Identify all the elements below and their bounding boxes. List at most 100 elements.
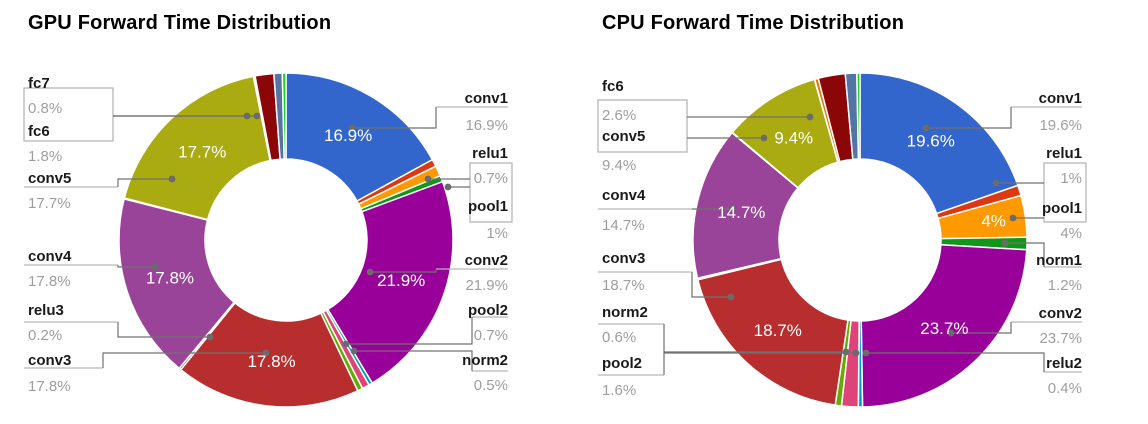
slice-conv2-cpu[interactable]	[860, 244, 1028, 408]
leader-dot	[760, 134, 768, 142]
leader-dot	[806, 113, 814, 121]
slice-conv1-gpu[interactable]	[285, 72, 434, 202]
leader-dot	[350, 347, 358, 355]
callout-layer-name-conv2-gpu: conv2	[464, 252, 508, 269]
leader-dot	[168, 175, 176, 183]
callout-layer-pct-conv1-gpu: 16.9%	[465, 117, 508, 134]
callout-layer-name-conv3-cpu: conv3	[602, 250, 646, 267]
callout-bracket-box	[23, 87, 114, 142]
callout-layer-name-relu2-cpu: relu2	[1046, 355, 1082, 372]
leader-line	[352, 107, 437, 129]
callout-layer-pct-relu1-cpu: 1%	[1060, 170, 1082, 187]
leader-dot	[922, 124, 930, 132]
callout-layer-pct-conv3-cpu: 18.7%	[602, 277, 645, 294]
leader-line	[117, 178, 172, 187]
callout-layer-pct-relu2-cpu: 0.4%	[1047, 380, 1082, 397]
leader-dot	[342, 340, 350, 348]
callout-layer-pct-pool1-cpu: 4%	[1060, 225, 1082, 242]
leader-line	[117, 322, 210, 338]
leader-line	[117, 265, 155, 268]
slice-value-label-conv5: 9.4%	[774, 129, 813, 148]
leader-dot	[348, 124, 356, 132]
leader-dot	[424, 175, 432, 183]
leader-dot	[444, 183, 452, 191]
callout-layer-pct-pool2-cpu: 1.6%	[602, 382, 637, 399]
callout-layer-name-conv2-cpu: conv2	[1038, 305, 1082, 322]
leader-dot	[842, 348, 850, 356]
slice-fc8-gpu[interactable]	[281, 72, 287, 160]
leader-line	[866, 352, 1045, 372]
callout-bracket-box	[597, 99, 688, 153]
callout-layer-name-conv4-gpu: conv4	[28, 248, 72, 265]
callout-layer-name-conv1-gpu: conv1	[464, 90, 508, 107]
leader-dot	[262, 349, 270, 357]
slice-value-label-conv3: 17.8%	[247, 352, 295, 371]
callout-layer-pct-conv1-cpu: 19.6%	[1039, 117, 1082, 134]
callout-layer-name-relu1-cpu: relu1	[1046, 145, 1082, 162]
callout-layer-name-norm2-cpu: norm2	[602, 304, 648, 321]
leader-line	[1005, 242, 1045, 267]
leader-dot	[1001, 239, 1009, 247]
callout-layer-name-pool2-cpu: pool2	[602, 355, 642, 372]
leader-dot	[729, 205, 737, 213]
leader-dot	[852, 349, 860, 357]
callout-layer-pct-conv4-cpu: 14.7%	[602, 217, 645, 234]
slice-conv2-gpu[interactable]	[327, 180, 454, 384]
leader-dot	[151, 263, 159, 271]
callout-layer-pct-conv5-gpu: 17.7%	[28, 195, 71, 212]
leader-dot	[366, 268, 374, 276]
callout-layer-name-pool1-cpu: pool1	[1042, 200, 1082, 217]
leader-dot	[243, 112, 251, 120]
slice-conv5-gpu[interactable]	[123, 75, 271, 221]
leader-dot	[727, 293, 735, 301]
callout-layer-name-pool1-gpu: pool1	[468, 198, 508, 215]
callout-layer-pct-conv2-cpu: 23.7%	[1039, 330, 1082, 347]
leader-line	[951, 322, 1012, 334]
callout-layer-pct-pool2-gpu: 0.7%	[473, 327, 508, 344]
slice-conv3-gpu[interactable]	[180, 302, 359, 408]
leader-dot	[992, 179, 1000, 187]
leader-dot	[206, 333, 214, 341]
callout-layer-name-conv4-cpu: conv4	[602, 187, 646, 204]
slice-value-label-conv4: 14.7%	[717, 203, 765, 222]
callout-layer-name-relu1-gpu: relu1	[472, 145, 508, 162]
slice-conv1-cpu[interactable]	[859, 72, 1019, 215]
callout-layer-pct-conv5-cpu: 9.4%	[602, 157, 637, 174]
leader-dot	[947, 329, 955, 337]
callout-layer-name-fc6-cpu: fc6	[602, 78, 624, 95]
callout-layer-pct-norm2-gpu: 0.5%	[473, 377, 508, 394]
slice-fc8-cpu[interactable]	[856, 72, 861, 160]
leader-line	[370, 269, 437, 273]
callout-layer-pct-norm1-cpu: 1.2%	[1047, 277, 1082, 294]
slice-conv4-gpu[interactable]	[118, 198, 235, 370]
callout-layer-name-conv5-gpu: conv5	[28, 170, 72, 187]
callout-layer-pct-relu1-gpu: 0.7%	[473, 170, 508, 187]
leader-dot	[1009, 214, 1017, 222]
callout-layer-name-conv3-gpu: conv3	[28, 352, 72, 369]
callout-layer-pct-fc7-gpu: 0.8%	[28, 100, 63, 117]
callout-layer-pct-pool1-gpu: 1%	[486, 225, 508, 242]
callout-layer-name-norm1-cpu: norm1	[1036, 252, 1082, 269]
slice-value-label-conv4: 17.8%	[146, 269, 194, 288]
slice-value-label-conv3: 18.7%	[754, 321, 802, 340]
slice-value-label-conv2: 21.9%	[377, 271, 425, 290]
callout-layer-pct-fc6-gpu: 1.8%	[28, 148, 63, 165]
slice-value-label-pool1: 4%	[981, 212, 1006, 231]
leader-dot	[862, 349, 870, 357]
slice-value-label-conv1: 19.6%	[907, 132, 955, 151]
callout-layer-pct-conv4-gpu: 17.8%	[28, 273, 71, 290]
leader-line	[691, 272, 731, 298]
gpu-chart-title: GPU Forward Time Distribution	[28, 12, 332, 34]
leader-line	[663, 352, 856, 375]
cpu-chart-title: CPU Forward Time Distribution	[602, 12, 905, 34]
callout-layer-pct-conv3-gpu: 17.8%	[28, 378, 71, 395]
slice-value-label-conv5: 17.7%	[178, 142, 226, 161]
leader-line	[354, 350, 473, 371]
leader-line	[346, 317, 473, 345]
slice-conv3-cpu[interactable]	[697, 258, 849, 406]
leader-line	[926, 107, 1012, 129]
callout-layer-pct-norm2-cpu: 0.6%	[602, 329, 637, 346]
callout-bracket-box	[469, 162, 513, 223]
